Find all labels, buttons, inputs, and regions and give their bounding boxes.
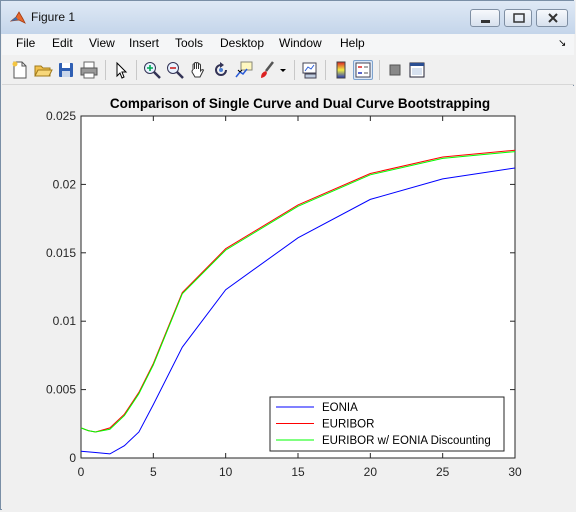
print-icon[interactable] (79, 60, 99, 80)
figure-toolbar (2, 55, 574, 85)
legend-button[interactable] (353, 60, 373, 80)
menu-help[interactable]: Help (340, 36, 365, 50)
maximize-icon (513, 13, 525, 23)
menu-edit[interactable]: Edit (52, 36, 73, 50)
rotate-icon[interactable] (211, 60, 231, 80)
menu-view[interactable]: View (89, 36, 115, 50)
menu-bar: File Edit View Insert Tools Desktop Wind… (2, 34, 574, 55)
maximize-button[interactable] (504, 9, 532, 27)
menu-insert[interactable]: Insert (129, 36, 160, 50)
x-tick-label: 25 (436, 465, 450, 479)
legend-label: EURIBOR w/ EONIA Discounting (322, 435, 491, 447)
y-tick-label: 0.025 (46, 109, 76, 123)
zoom-out-icon[interactable] (165, 60, 185, 80)
figure-canvas[interactable]: Comparison of Single Curve and Dual Curv… (2, 86, 574, 510)
minimize-icon (481, 20, 490, 23)
y-tick-label: 0.015 (46, 246, 76, 260)
legend-label: EONIA (322, 402, 358, 414)
title-bar[interactable]: Figure 1 (1, 1, 575, 34)
open-icon[interactable] (33, 60, 53, 80)
menu-window[interactable]: Window (279, 36, 322, 50)
x-tick-label: 5 (150, 465, 157, 479)
series-line-1[interactable] (80, 167, 516, 455)
close-icon (548, 13, 558, 23)
x-tick-label: 30 (508, 465, 522, 479)
brush-icon[interactable] (257, 60, 277, 80)
chart-title: Comparison of Single Curve and Dual Curv… (110, 96, 490, 111)
x-tick-label: 10 (219, 465, 233, 479)
y-tick-label: 0.01 (53, 314, 77, 328)
x-tick-label: 0 (78, 465, 85, 479)
y-tick-label: 0 (69, 451, 76, 465)
legend-label: EURIBOR (322, 419, 374, 431)
colorbar-icon[interactable] (331, 60, 351, 80)
data-cursor-icon[interactable] (234, 60, 254, 80)
y-tick-label: 0.005 (46, 383, 76, 397)
menu-file[interactable]: File (16, 36, 36, 50)
pan-icon[interactable] (188, 60, 208, 80)
line-chart[interactable]: Comparison of Single Curve and Dual Curv… (2, 86, 574, 510)
pointer-icon[interactable] (111, 60, 131, 80)
show-tools-icon[interactable] (407, 60, 427, 80)
matlab-icon (10, 11, 26, 24)
brush-dropdown-icon[interactable] (278, 60, 288, 80)
hide-tools-icon[interactable] (385, 60, 405, 80)
window-title: Figure 1 (31, 10, 76, 24)
dock-icon[interactable]: ↘ (558, 38, 567, 49)
x-tick-label: 20 (364, 465, 378, 479)
menu-desktop[interactable]: Desktop (220, 36, 265, 50)
menu-tools[interactable]: Tools (175, 36, 204, 50)
zoom-in-icon[interactable] (142, 60, 162, 80)
close-button[interactable] (536, 9, 568, 27)
save-icon[interactable] (56, 60, 76, 80)
y-tick-label: 0.02 (53, 177, 77, 191)
legend-icon (355, 62, 371, 78)
series-line-3[interactable] (80, 151, 516, 433)
link-plot-icon[interactable] (300, 60, 320, 80)
x-tick-label: 15 (291, 465, 305, 479)
minimize-button[interactable] (470, 9, 500, 27)
new-figure-icon[interactable] (10, 60, 30, 80)
